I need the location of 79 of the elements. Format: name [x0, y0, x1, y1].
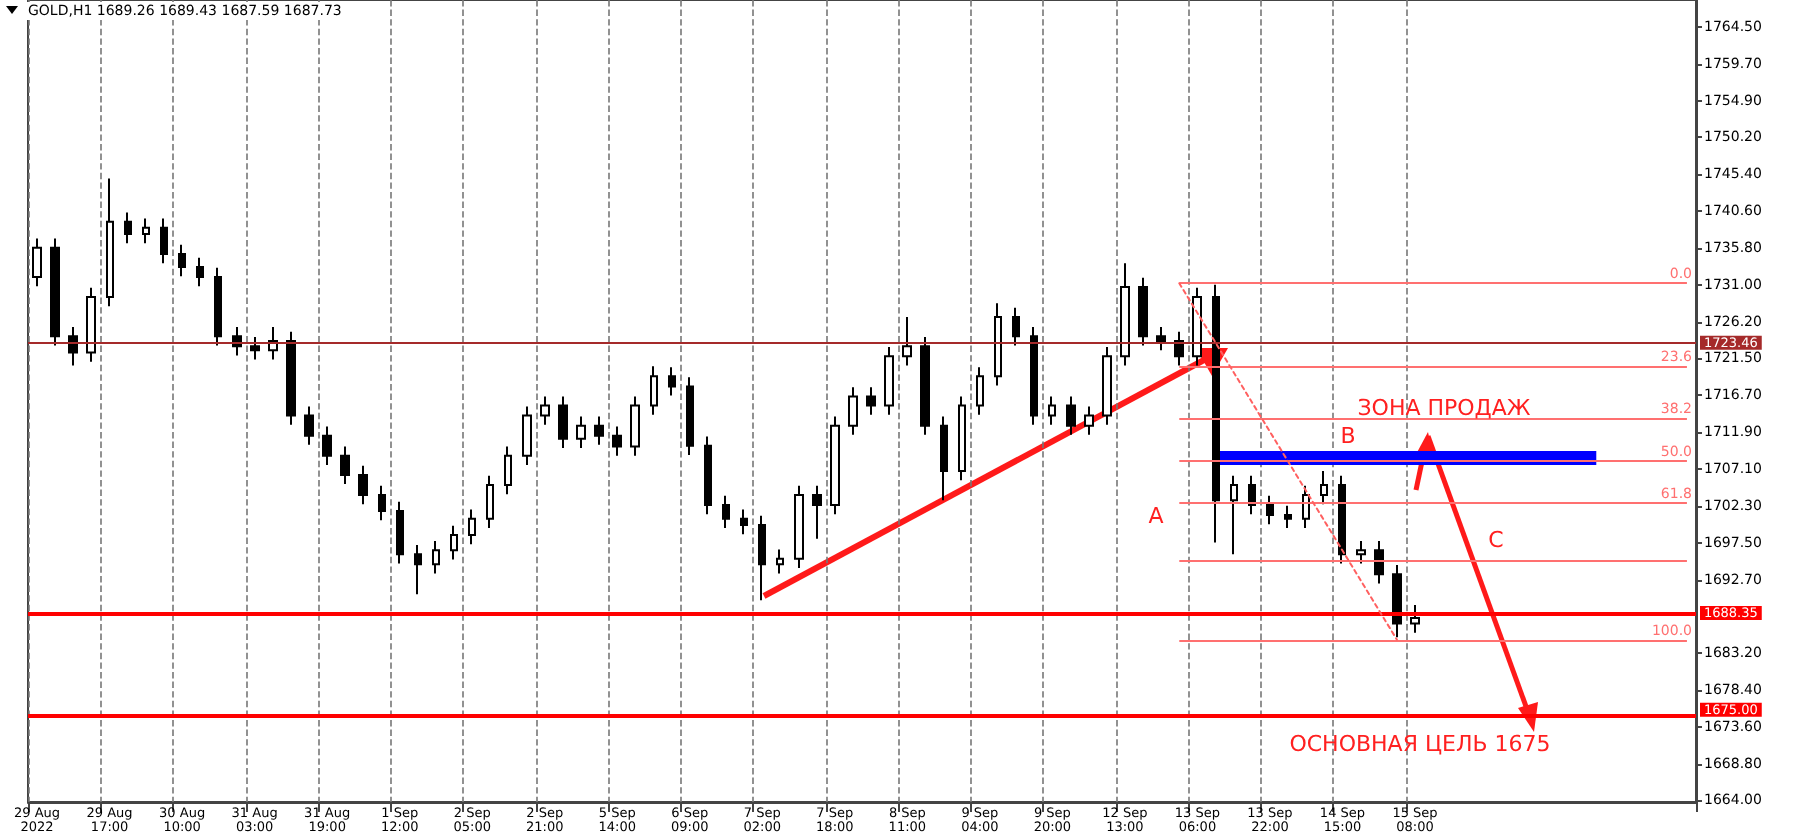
candlestick [830, 415, 840, 516]
candlestick [1120, 262, 1130, 367]
candlestick [1012, 306, 1020, 347]
candlestick [322, 425, 332, 466]
annotation: C [1488, 527, 1505, 553]
candlestick [1230, 474, 1238, 556]
candlestick [576, 415, 586, 449]
candlestick [668, 366, 676, 397]
candlestick [902, 316, 912, 367]
candlestick [1066, 395, 1076, 436]
candlestick [594, 415, 604, 446]
candlestick [32, 237, 42, 288]
candlestick [794, 484, 804, 570]
candlestick [1192, 286, 1202, 367]
candlestick [884, 346, 894, 416]
candlestick [1338, 474, 1346, 565]
candlestick [160, 217, 168, 265]
candlestick [630, 395, 640, 457]
candlestick [124, 211, 132, 245]
candlestick [378, 484, 386, 522]
annotation: B [1340, 423, 1356, 449]
candlestick [920, 336, 930, 436]
candlestick [1284, 504, 1292, 529]
candlestick [1102, 346, 1112, 426]
annotation: ЗОНА ПРОДАЖ [1357, 394, 1531, 421]
candlestick [848, 386, 858, 436]
candlestick [1392, 563, 1402, 639]
candlestick [286, 330, 296, 426]
candlestick [358, 464, 368, 506]
candlestick [940, 415, 948, 502]
candlestick [50, 237, 60, 347]
annotation: ОСНОВНАЯ ЦЕЛЬ 1675 [1289, 731, 1551, 757]
candlestick [540, 395, 550, 426]
candlestick [994, 302, 1002, 387]
candlestick [450, 524, 458, 561]
candlestick [958, 395, 966, 482]
candlestick [504, 445, 512, 496]
candlestick [1266, 494, 1274, 526]
candlestick [1320, 470, 1328, 506]
annotation: A [1148, 503, 1165, 529]
candlestick [304, 405, 314, 446]
candlestick [214, 266, 222, 347]
candlestick [812, 484, 822, 540]
candlestick [1356, 540, 1366, 565]
candlestick [68, 326, 78, 367]
candlestick [1302, 484, 1310, 529]
candlestick [1084, 405, 1094, 436]
candlestick [1374, 540, 1384, 585]
candlestick [106, 177, 114, 308]
candlestick [758, 514, 766, 602]
candlestick [178, 243, 186, 278]
candlestick [1048, 395, 1056, 426]
candlestick [650, 365, 658, 416]
candlestick [142, 217, 150, 245]
candlestick [866, 386, 876, 416]
candlestick [740, 508, 748, 536]
candlestick [1156, 326, 1166, 352]
candlestick [1410, 603, 1420, 634]
candlestick [250, 336, 260, 361]
candlestick [704, 435, 712, 516]
candlestick [776, 548, 784, 575]
candlestick [686, 376, 694, 456]
candlestick [432, 540, 440, 575]
candlestick [612, 425, 622, 457]
candlestick [1174, 330, 1184, 367]
candlestick [722, 494, 730, 529]
candlestick [522, 405, 532, 466]
candlestick [86, 286, 96, 363]
candlestick [486, 474, 494, 529]
candlestick [468, 508, 476, 546]
candlestick [1138, 276, 1148, 347]
candlestick [1248, 474, 1256, 516]
candlestick [976, 366, 984, 416]
candlestick [340, 445, 350, 486]
candlestick [396, 500, 404, 565]
candlestick [558, 395, 568, 449]
candlestick [1030, 326, 1038, 426]
candlestick [196, 256, 204, 288]
candlestick [414, 543, 422, 596]
